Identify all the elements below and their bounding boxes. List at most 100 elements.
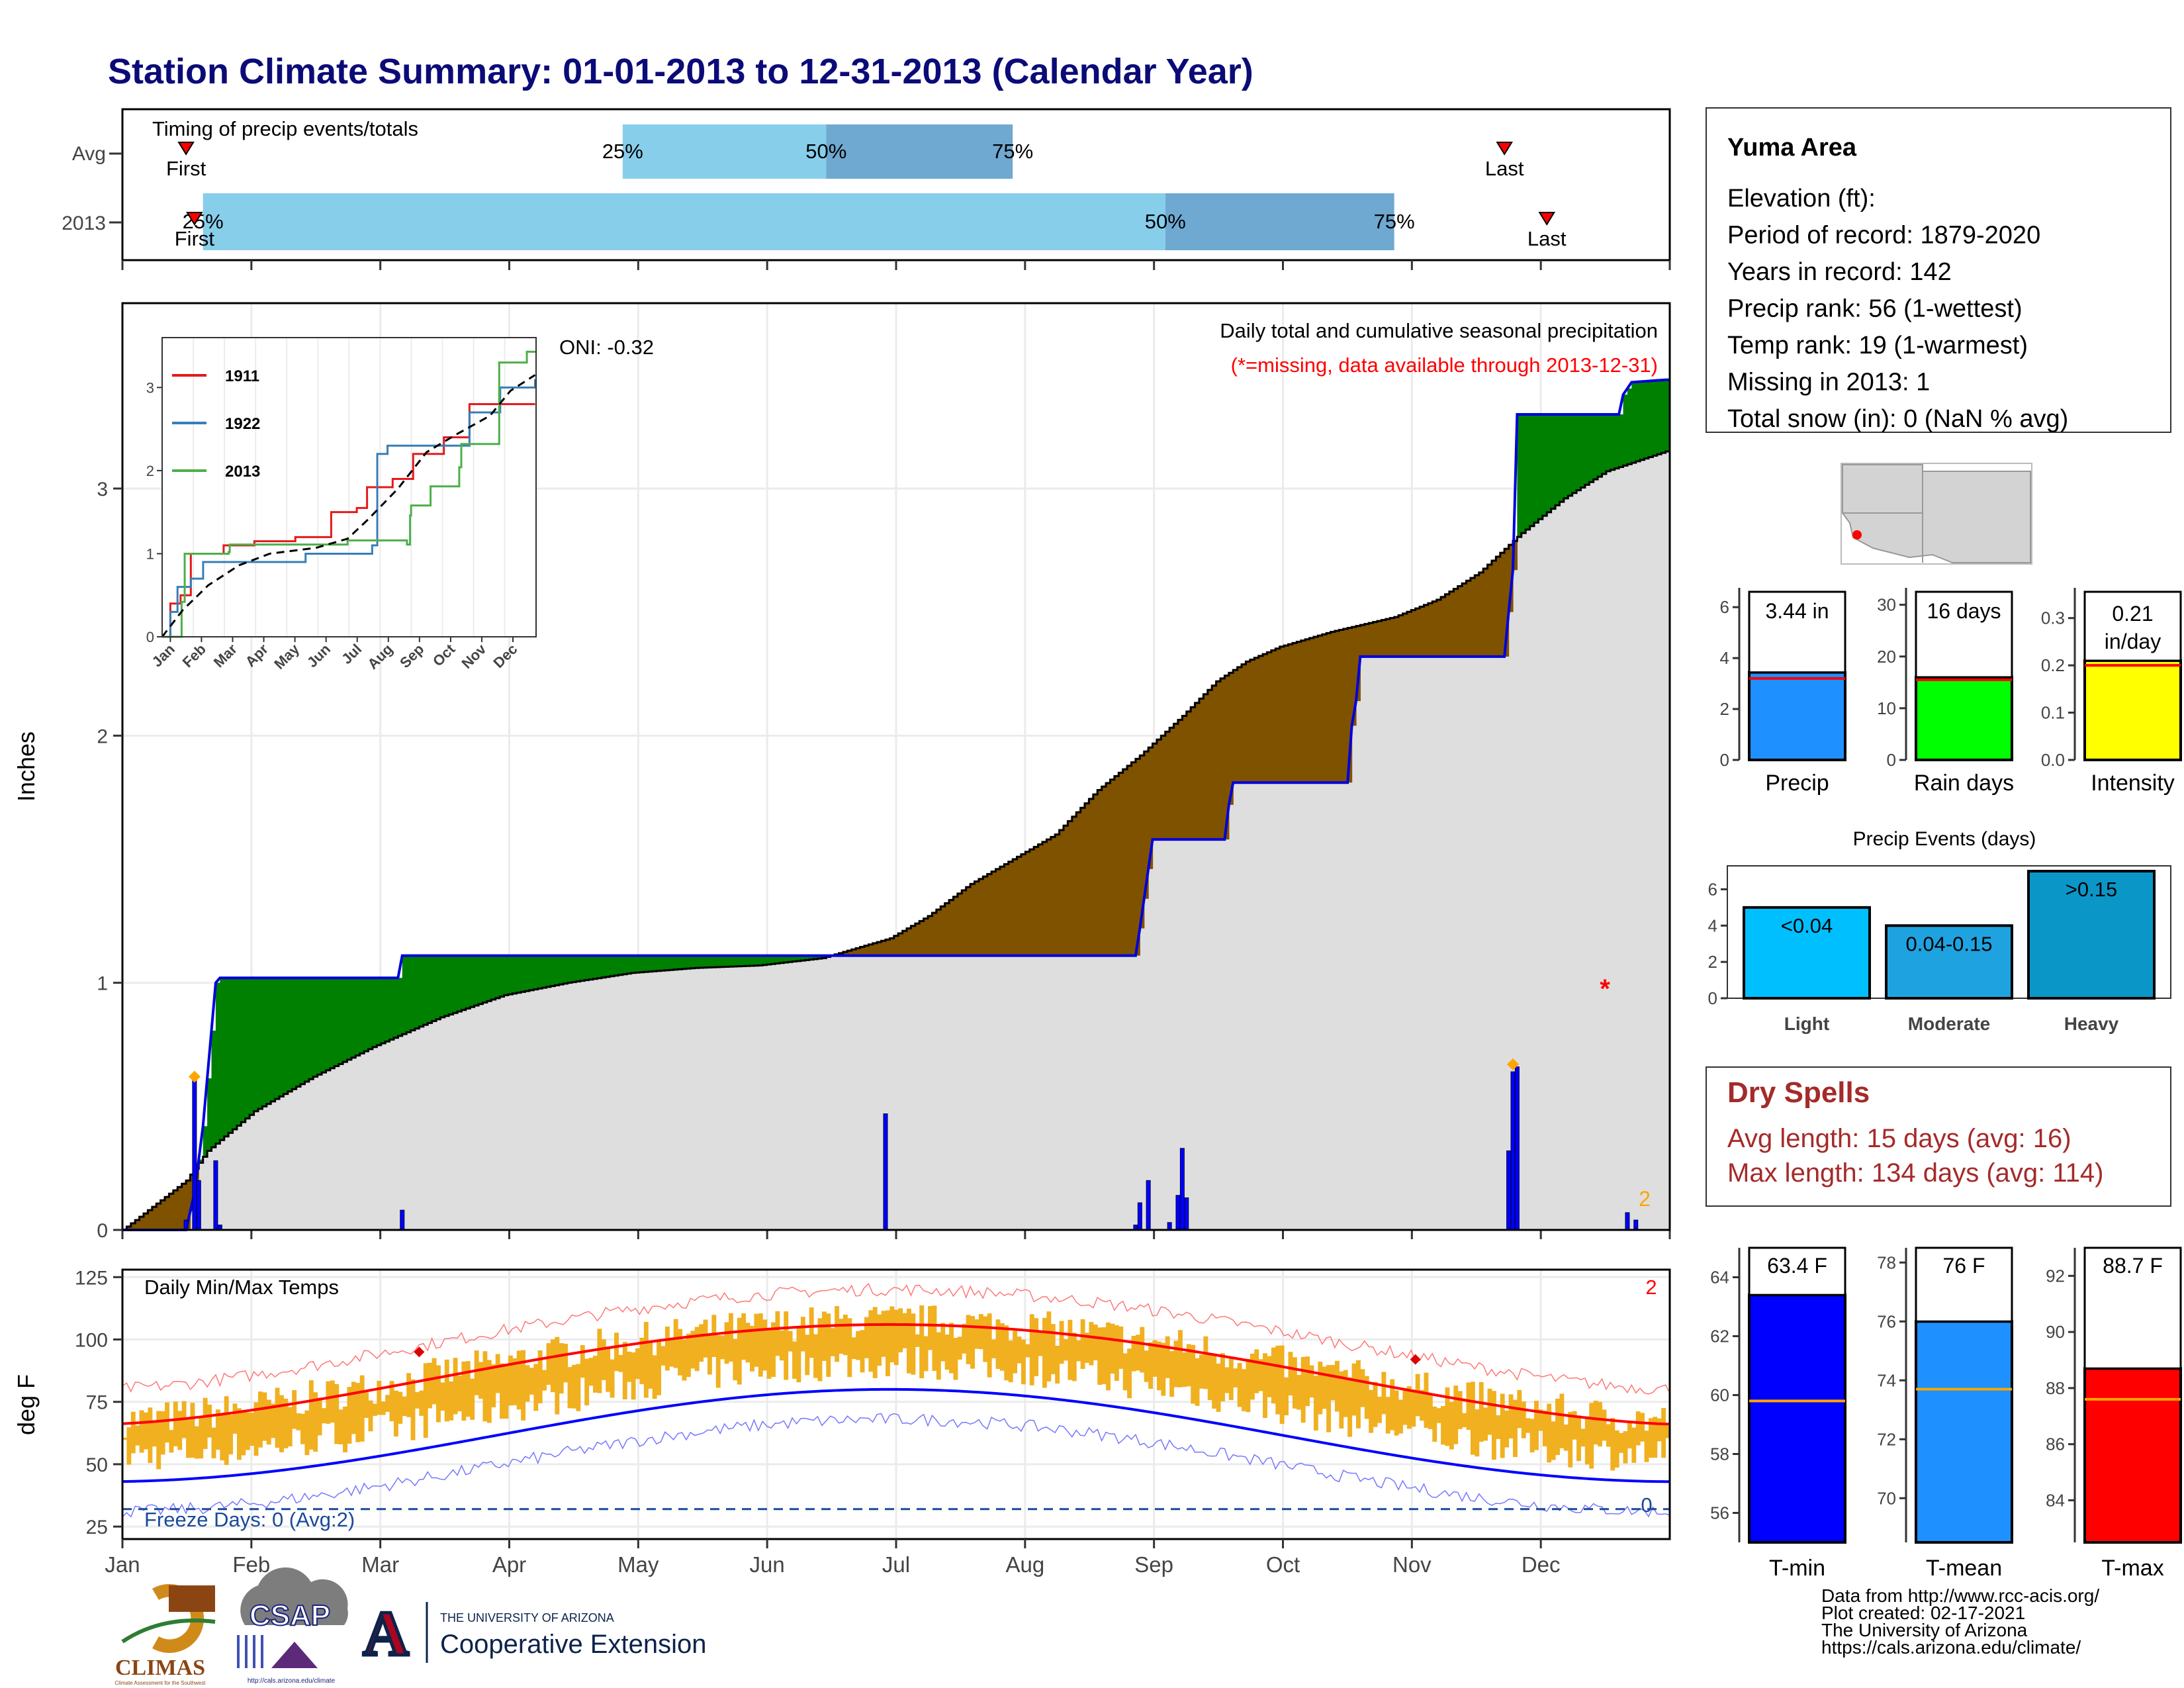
temp-daily-bar (893, 1309, 899, 1366)
temp-daily-bar (287, 1407, 293, 1446)
temp-daily-bar (889, 1306, 895, 1363)
temp-daily-bar (1046, 1311, 1052, 1382)
temp-daily-bar (186, 1419, 191, 1458)
temp-daily-bar (537, 1350, 543, 1403)
temp-daily-bar (1330, 1364, 1336, 1401)
temp-bar-1 (1915, 1320, 2013, 1544)
temp-daily-bar (516, 1350, 522, 1410)
temp-daily-bar (999, 1323, 1005, 1371)
temp-daily-bar (788, 1331, 793, 1352)
temp-daily-bar (190, 1403, 195, 1458)
events-bar-range: <0.04 (1781, 914, 1833, 937)
timing-label-first: First (166, 157, 206, 180)
temp-daily-bar (347, 1387, 352, 1444)
temp-yticks: 25 50 75 100 125 (75, 1267, 122, 1538)
temp-daily-bar (1029, 1314, 1034, 1385)
temp-daily-bar (253, 1402, 259, 1456)
temp-daily-bar (839, 1319, 844, 1354)
temp-daily-bar (550, 1339, 555, 1393)
temp-daily-bar (300, 1413, 305, 1444)
summary-bar-ytick-label: 6 (1720, 597, 1729, 617)
ua-logo-small-text: THE UNIVERSITY OF ARIZONA (440, 1611, 614, 1624)
temp-daily-bar (627, 1351, 632, 1382)
temp-daily-bar (1118, 1326, 1124, 1369)
csap-mountain (271, 1642, 318, 1668)
summary-bar-ytick-label: 0 (1887, 750, 1896, 770)
footer-line-data-source: Data from http://www.rcc-acis.org/ (1821, 1585, 2099, 1606)
temp-daily-bar (669, 1338, 674, 1367)
dry-spells-max: Max length: 134 days (avg: 114) (1727, 1158, 2103, 1188)
temp-daily-bar (1042, 1317, 1047, 1388)
station-line-3: Precip rank: 56 (1-wettest) (1727, 295, 2023, 323)
temp-daily-bar (842, 1314, 848, 1356)
precip-marks (122, 378, 1670, 1231)
temp-daily-bar (1305, 1356, 1310, 1407)
temp-daily-bar (465, 1361, 471, 1417)
temp-daily-bar (292, 1389, 297, 1429)
temp-daily-bar (1360, 1369, 1365, 1407)
station-lines: Elevation (ft): Period of record: 1879-20… (1727, 185, 2068, 433)
temp-daily-bar (1529, 1419, 1535, 1453)
precip-daily-bar (1146, 1180, 1151, 1231)
temp-missing-count: 2 (1645, 1276, 1657, 1299)
timing-marker-first (186, 212, 203, 226)
temp-daily-bar (296, 1413, 301, 1430)
temp-daily-bar (978, 1314, 983, 1350)
temp-xtick-label: Jun (750, 1552, 785, 1577)
temp-daily-bar (1025, 1344, 1030, 1358)
timing-label-first: First (175, 227, 215, 250)
temp-daily-bar (1657, 1418, 1662, 1442)
temp-daily-bar (1237, 1363, 1242, 1407)
temp-daily-bar (673, 1319, 678, 1368)
temp-daily-bar (257, 1391, 263, 1448)
temp-daily-bar (1013, 1331, 1018, 1374)
timing-marker-last (1538, 212, 1556, 226)
temp-daily-bar (1233, 1368, 1238, 1387)
temp-daily-bar (126, 1427, 132, 1465)
temp-daily-bar (398, 1391, 403, 1424)
summary-bar-ytick-label: 0 (1720, 750, 1729, 770)
precip-daily-bar (1510, 1071, 1516, 1231)
precip-max-marker (1506, 1058, 1519, 1070)
temp-daily-bar (715, 1335, 721, 1388)
temp-daily-bar (1059, 1321, 1064, 1364)
temp-daily-bar (1258, 1359, 1263, 1391)
temp-daily-bar (1313, 1376, 1318, 1431)
temp-daily-bar (771, 1322, 776, 1378)
temp-daily-bar (1631, 1427, 1637, 1463)
temp-bar-label-box (1748, 1246, 1846, 1296)
station-line-0: Elevation (ft): (1727, 185, 1876, 212)
timing-label-75: 75% (992, 140, 1033, 163)
temp-daily-bar (1144, 1350, 1149, 1382)
temp-daily-bar (1140, 1327, 1145, 1373)
temp-daily-bar (1402, 1387, 1408, 1425)
precip-daily-bar (192, 1078, 197, 1231)
temp-panel: 25 50 75 100 125 Jan Feb Mar Apr May Jun Jul Aug Sep… (13, 1267, 1671, 1577)
temp-daily-bar (130, 1411, 136, 1454)
temp-avg-min-line (122, 1387, 1670, 1483)
temp-xtick-label: Feb (232, 1552, 270, 1577)
temp-daily-bar (703, 1319, 708, 1358)
temp-daily-bar (1271, 1347, 1276, 1404)
summary-bar-1 (1915, 676, 2013, 761)
temp-daily-bar (1182, 1352, 1187, 1387)
inset-series-1911 (162, 402, 535, 638)
temp-daily-bar (334, 1383, 340, 1444)
temp-daily-bar (1008, 1340, 1013, 1383)
temp-bar-ytick-label: 60 (1710, 1385, 1729, 1405)
temp-bar-value: 88.7 F (2103, 1254, 2163, 1278)
temp-daily-bar (1071, 1333, 1077, 1382)
temp-daily-bar (800, 1317, 805, 1352)
temp-bar-value: 63.4 F (1767, 1254, 1827, 1278)
temp-daily-bar (440, 1382, 445, 1411)
temp-daily-bar (1284, 1377, 1289, 1416)
summary-bar-ytick-label: 0.2 (2041, 655, 2065, 675)
precip-avg-cum-line (122, 450, 1670, 1231)
temp-ytick-label: 100 (75, 1330, 108, 1352)
temp-daily-bar (529, 1368, 534, 1395)
temp-daily-bar (432, 1358, 437, 1405)
temp-bar-ytick-label: 56 (1710, 1503, 1729, 1523)
temp-daily-bar (741, 1313, 747, 1360)
temp-daily-bar (851, 1337, 856, 1360)
